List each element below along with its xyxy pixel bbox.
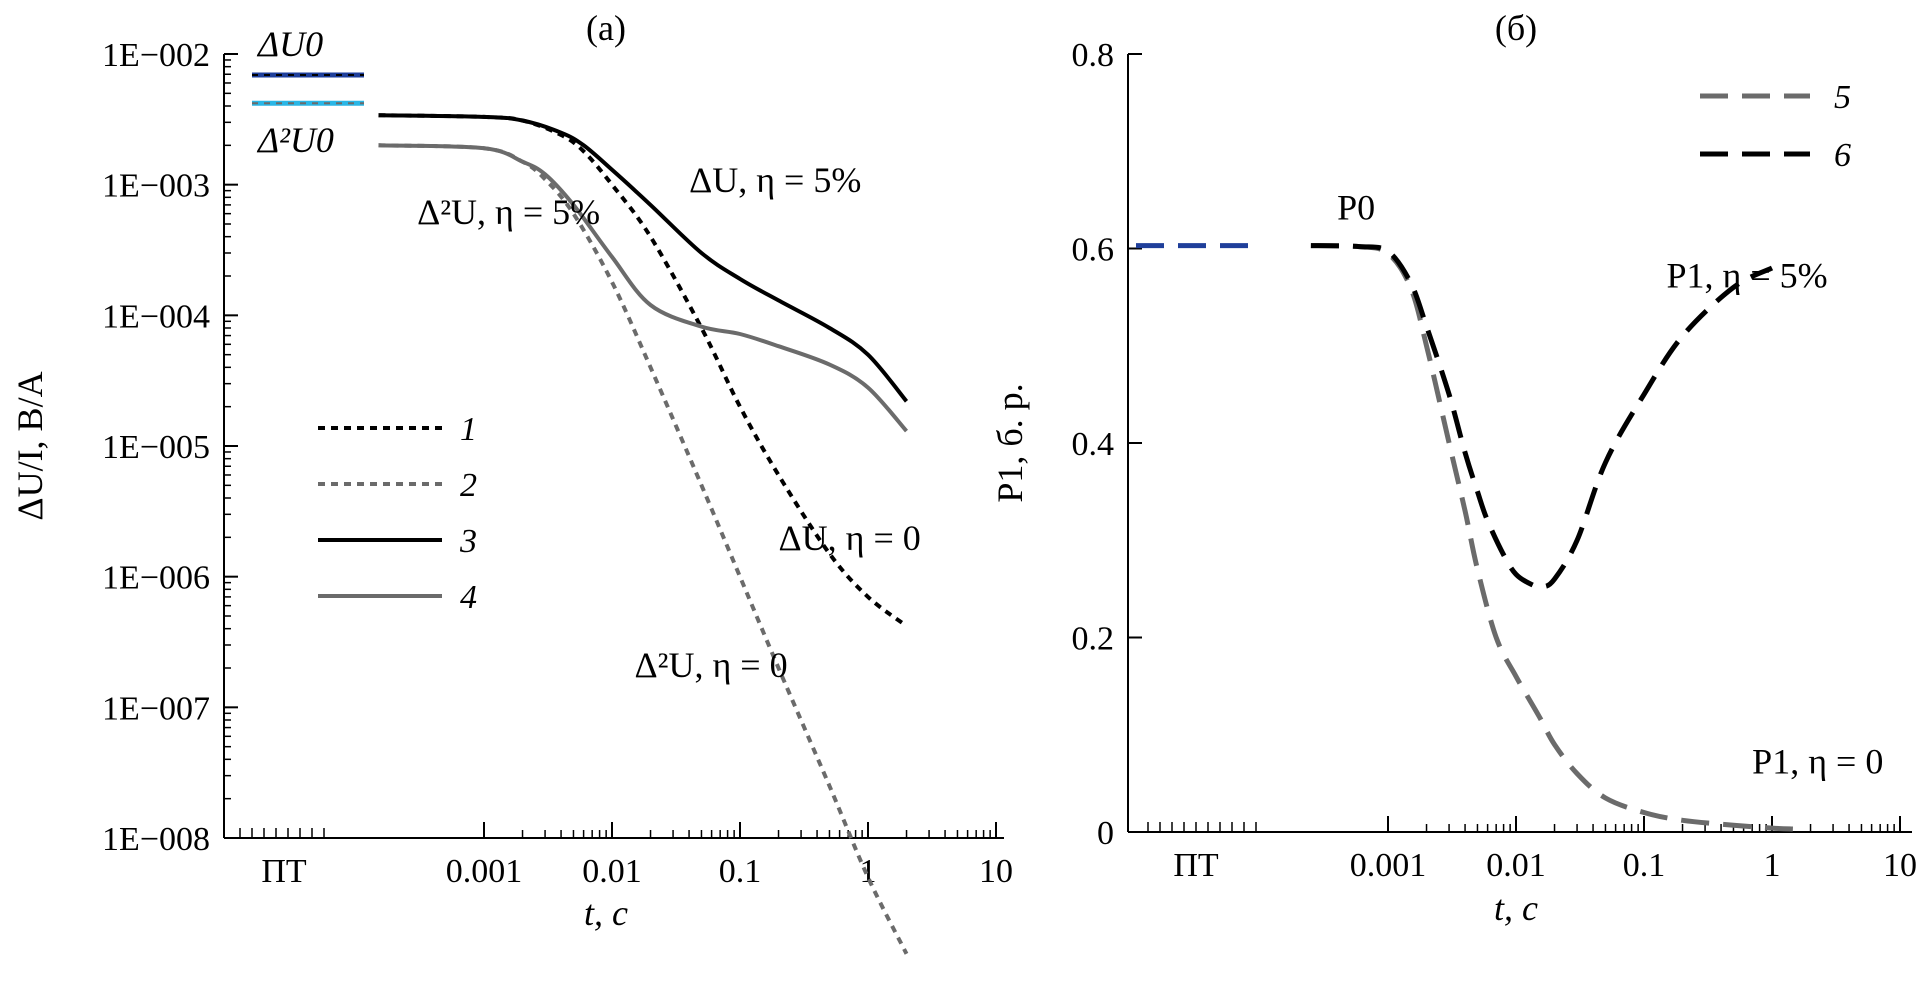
legend-label: 3 [459, 523, 477, 560]
panel-b-annotations: P0 P1, η = 5% P1, η = 0 [1337, 187, 1883, 781]
y-tick-label: 1E−002 [102, 37, 210, 74]
panel-a-y-ticks: 1E−002 1E−003 1E−004 1E−005 1E−006 1E−007 1E−0… [102, 37, 238, 858]
x-tick-label: 0.1 [719, 853, 762, 890]
legend-label: 1 [460, 411, 477, 448]
x-tick-label: ПТ [261, 853, 307, 890]
series-6-line [1310, 243, 1774, 590]
panel-a-x-axis-label: t, с [584, 893, 628, 933]
x-tick-label: 1 [1764, 847, 1781, 884]
legend-label: 6 [1834, 137, 1851, 174]
x-tick-label: ПТ [1173, 847, 1219, 884]
series-4-line [378, 143, 909, 433]
panel-a-x-ticks: ПТ 0.001 0.01 0.1 1 10 [239, 822, 1013, 890]
y-tick-label: 1E−003 [102, 168, 210, 205]
panel-b-x-axis-label: t, с [1494, 888, 1538, 928]
panel-b-x-ticks: ПТ 0.001 0.01 0.1 1 10 [1147, 816, 1917, 884]
x-tick-label: 0.001 [1350, 847, 1427, 884]
reference-level-label: ΔU0 [256, 24, 323, 64]
y-tick-label: 1E−007 [102, 690, 210, 727]
panel-b-y-ticks: 0 0.2 0.4 0.6 0.8 [1072, 37, 1142, 852]
legend-label: 2 [460, 467, 477, 504]
panel-a-y-axis-label: ΔU/I, В/А [10, 371, 50, 520]
annotation: P1, η = 5% [1667, 255, 1828, 295]
x-tick-label: 10 [1883, 847, 1917, 884]
x-tick-label: 0.01 [1486, 847, 1546, 884]
x-tick-label: 1 [860, 853, 877, 890]
panel-a-series [378, 113, 909, 955]
panel-a: (a) 1E−002 1E−003 1E−004 1E−005 1E−006 1E−007… [10, 8, 1013, 955]
panel-b: (б) 0 0.2 0.4 0.6 0.8 ПТ 0.001 0.01 0.1 1 10 P0 P1… [990, 8, 1917, 928]
legend-label: 5 [1834, 79, 1851, 116]
annotation: P1, η = 0 [1752, 742, 1883, 782]
annotation: Δ²U, η = 5% [417, 192, 600, 232]
series-5-line [1310, 243, 1795, 832]
legend-label: 4 [460, 579, 477, 616]
y-tick-label: 1E−004 [102, 298, 210, 335]
annotation: ΔU, η = 5% [689, 160, 861, 200]
x-tick-label: 0.001 [446, 853, 523, 890]
panel-b-series [1310, 243, 1795, 832]
panel-b-y-axis-label: P1, б. р. [990, 383, 1030, 502]
y-tick-label: 0 [1097, 815, 1114, 852]
annotation: ΔU, η = 0 [779, 518, 921, 558]
x-tick-label: 0.01 [582, 853, 642, 890]
x-tick-label: 0.1 [1623, 847, 1666, 884]
panel-a-reference-levels: ΔU0 Δ²U0 [252, 24, 364, 160]
panel-a-label: (a) [586, 8, 626, 48]
reference-level-label: Δ²U0 [256, 120, 334, 160]
panel-b-legend: 56 [1700, 79, 1851, 174]
panel-a-annotations: ΔU, η = 5% Δ²U, η = 5% ΔU, η = 0 Δ²U, η = 0 [417, 160, 921, 685]
panel-b-label: (б) [1495, 8, 1537, 48]
y-tick-label: 0.4 [1072, 426, 1115, 463]
y-tick-label: 0.2 [1072, 621, 1115, 658]
y-tick-label: 1E−005 [102, 429, 210, 466]
series-3-line [378, 113, 909, 403]
x-tick-label: 10 [979, 853, 1013, 890]
annotation: P0 [1337, 187, 1375, 227]
y-tick-label: 1E−008 [102, 821, 210, 858]
panel-a-legend: 1 2 3 4 [318, 411, 477, 616]
annotation: Δ²U, η = 0 [635, 645, 788, 685]
y-tick-label: 1E−006 [102, 560, 210, 597]
y-tick-label: 0.6 [1072, 232, 1115, 269]
y-tick-label: 0.8 [1072, 37, 1115, 74]
